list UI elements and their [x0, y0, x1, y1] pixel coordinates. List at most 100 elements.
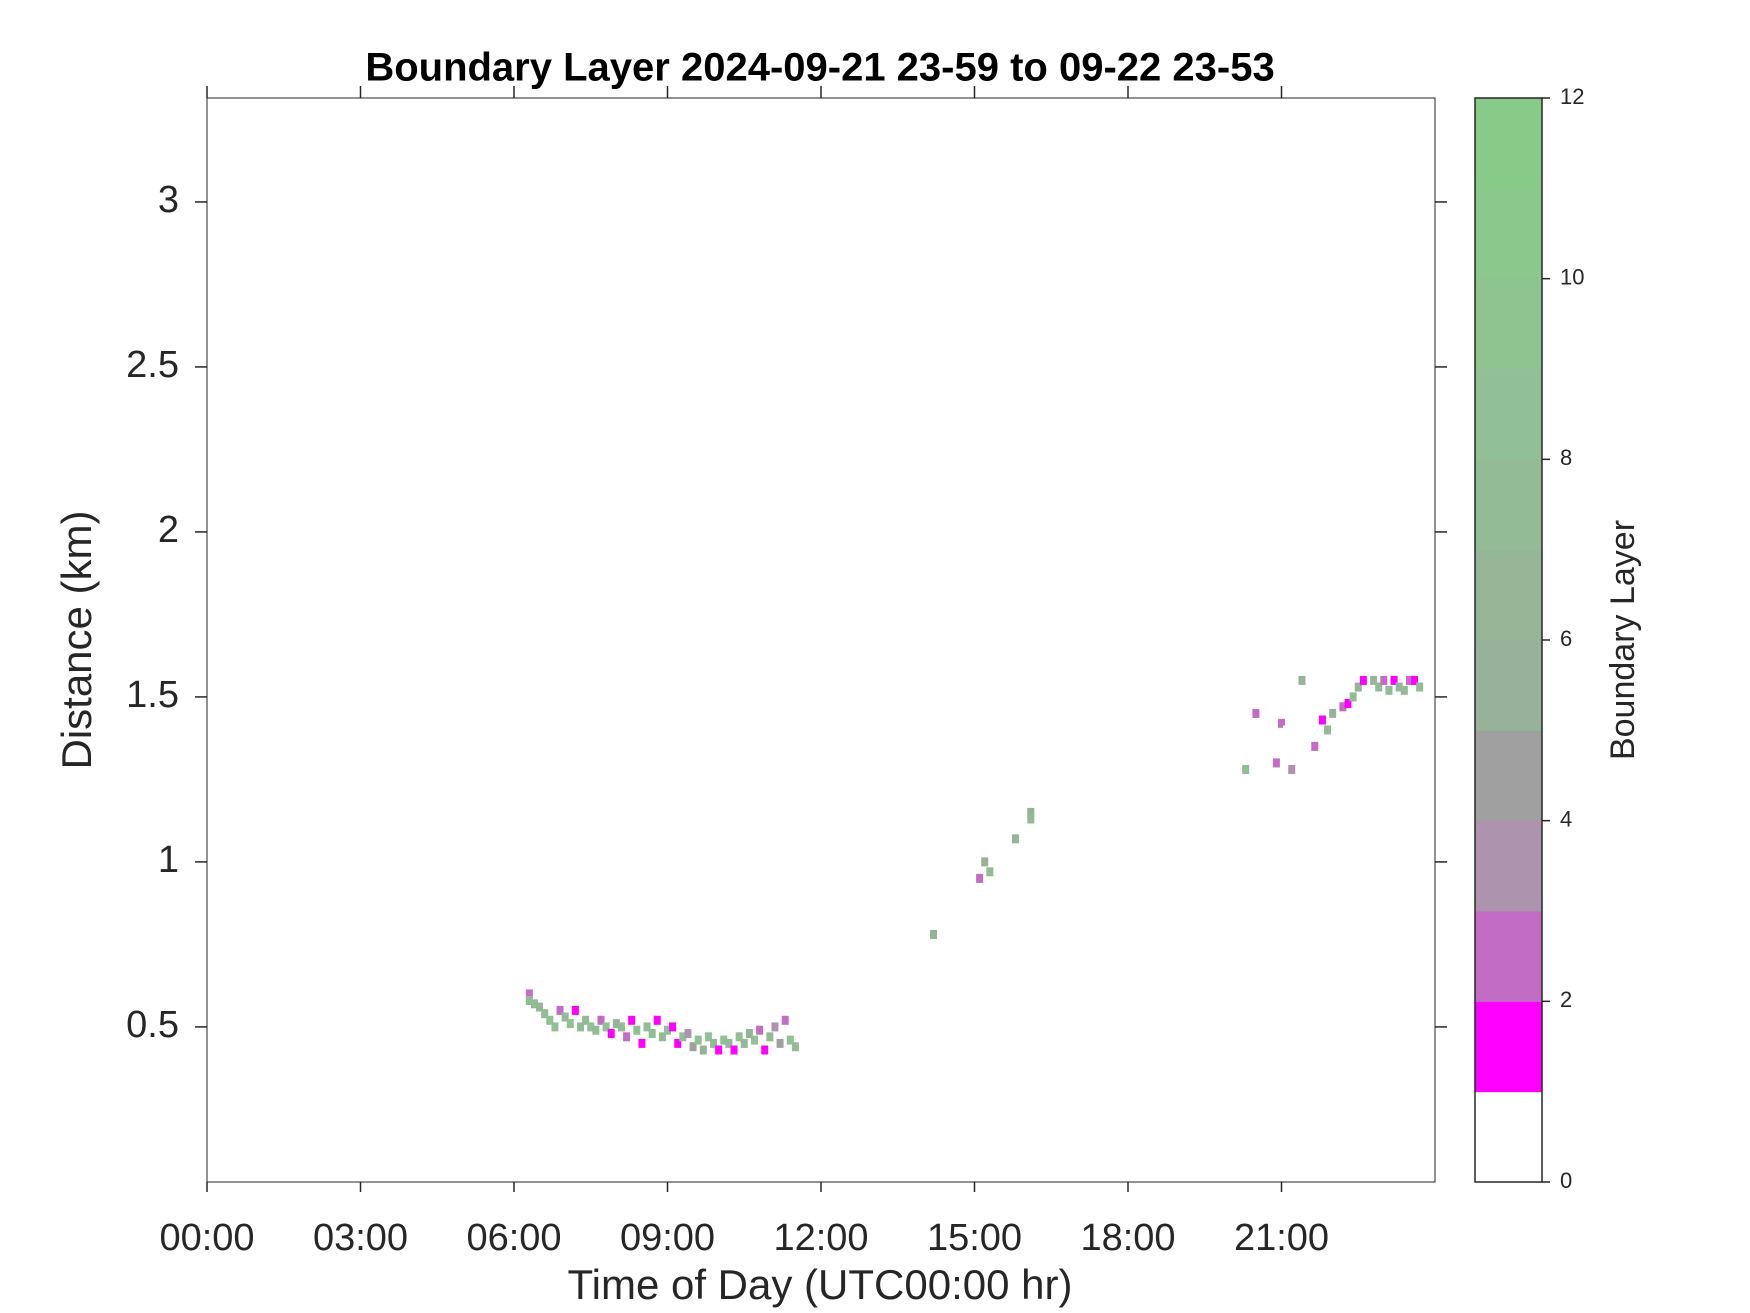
y-tick-label: 0.5: [126, 1004, 179, 1046]
cell: [781, 1015, 789, 1025]
cell: [694, 1035, 702, 1045]
cell: [756, 1025, 764, 1035]
cell: [715, 1045, 723, 1055]
cell: [730, 1045, 738, 1055]
colorbar-band: [1475, 820, 1542, 912]
cell: [981, 857, 989, 867]
cell: [1252, 708, 1260, 718]
cell: [684, 1029, 692, 1039]
cell: [1272, 758, 1280, 768]
x-axis-label: Time of Day (UTC00:00 hr): [568, 1261, 1073, 1308]
x-tick-label: 06:00: [466, 1217, 561, 1259]
colorbar-tick-label: 10: [1560, 264, 1584, 289]
y-tick-label: 1: [158, 839, 179, 881]
cell: [986, 867, 994, 877]
x-tick-label: 09:00: [620, 1217, 715, 1259]
colorbar-band: [1475, 278, 1542, 370]
cell: [1011, 834, 1019, 844]
x-tick-label: 21:00: [1234, 1217, 1329, 1259]
cell: [602, 1022, 610, 1032]
cell: [1298, 675, 1306, 685]
cell: [561, 1012, 569, 1022]
cell: [530, 999, 538, 1009]
cell: [976, 873, 984, 883]
cell: [536, 1002, 544, 1012]
cell: [633, 1025, 641, 1035]
cell: [1344, 699, 1352, 709]
cell: [740, 1038, 748, 1048]
colorbar-band: [1475, 911, 1542, 1002]
cell: [725, 1038, 733, 1048]
cell: [653, 1015, 661, 1025]
cell: [1242, 765, 1250, 775]
cell: [566, 1019, 574, 1029]
cell: [648, 1029, 656, 1039]
colorbar-tick-label: 4: [1560, 806, 1572, 831]
cell: [930, 923, 938, 933]
cell: [658, 1032, 666, 1042]
colorbar-band: [1475, 730, 1542, 822]
colorbar-tick-label: 8: [1560, 445, 1572, 470]
cell: [1027, 807, 1035, 817]
cell: [571, 1005, 579, 1015]
cell: [612, 1019, 620, 1029]
cell: [1027, 814, 1035, 824]
cell: [669, 1022, 677, 1032]
cell: [710, 1038, 718, 1048]
cell: [704, 1032, 712, 1042]
cell: [679, 1032, 687, 1042]
y-tick-label: 2: [158, 509, 179, 551]
cell: [930, 930, 938, 940]
cell: [1329, 708, 1337, 718]
cell: [1405, 675, 1413, 685]
cell: [525, 989, 533, 999]
cell: [1262, 741, 1270, 751]
cell: [1411, 675, 1419, 685]
cell: [1385, 685, 1393, 695]
cell: [689, 1042, 697, 1052]
colorbar-label: Boundary Layer: [1604, 520, 1642, 760]
colorbar-band: [1475, 98, 1542, 189]
cell: [1375, 682, 1383, 692]
cell: [1400, 685, 1408, 695]
cell: [597, 1015, 605, 1025]
x-tick-label: 00:00: [159, 1217, 254, 1259]
colorbar-band: [1475, 1001, 1542, 1093]
colorbar-tick-label: 2: [1560, 987, 1572, 1012]
cell: [556, 1005, 564, 1015]
cell: [1283, 725, 1291, 735]
y-tick-label: 2.5: [126, 344, 179, 386]
cell: [699, 1045, 707, 1055]
cell: [1311, 741, 1319, 751]
colorbar-tick-label: 0: [1560, 1168, 1572, 1193]
cell: [791, 1042, 799, 1052]
cell: [546, 1015, 554, 1025]
cell: [607, 1029, 615, 1039]
cell: [551, 1022, 559, 1032]
cell: [638, 1038, 646, 1048]
cell: [735, 1032, 743, 1042]
colorbar-band: [1475, 459, 1542, 551]
cell: [1354, 682, 1362, 692]
x-tick-label: 12:00: [773, 1217, 868, 1259]
cell: [776, 1038, 784, 1048]
cell: [786, 1035, 794, 1045]
cell: [1380, 675, 1388, 685]
cell: [771, 1022, 779, 1032]
cell: [761, 1045, 769, 1055]
colorbar-band: [1475, 640, 1542, 731]
cell: [1278, 718, 1285, 728]
colorbar-band: [1475, 188, 1542, 280]
cell: [592, 1025, 600, 1035]
cell: [577, 1022, 585, 1032]
colorbar-band: [1475, 549, 1542, 641]
cell: [766, 1032, 774, 1042]
cell: [1288, 765, 1296, 775]
x-tick-label: 03:00: [313, 1217, 408, 1259]
y-tick-label: 1.5: [126, 674, 179, 716]
cell: [1359, 675, 1367, 685]
cell: [1395, 682, 1403, 692]
cell: [1318, 715, 1326, 725]
